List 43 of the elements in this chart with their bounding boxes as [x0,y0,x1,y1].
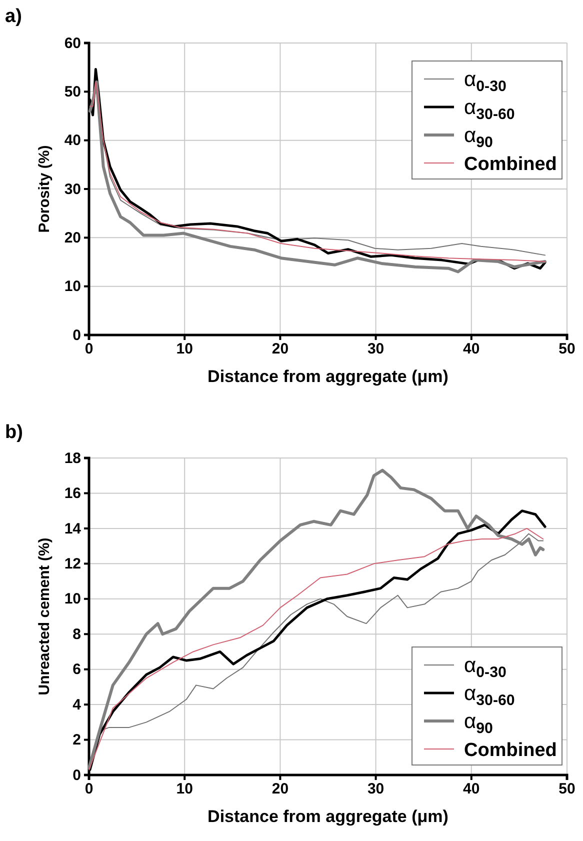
x-tick-label: 10 [176,340,193,358]
y-tick-label: 4 [72,696,82,714]
y-tick-label: 10 [64,278,81,296]
y-tick-label: 20 [64,229,81,246]
legend-label: α$_{0-30}$ [464,68,506,94]
y-axis-title: Unreacted cement (%) [36,538,53,696]
y-axis-title: Porosity (%) [36,145,53,233]
y-tick-label: 16 [64,485,81,502]
y-tick-label: 18 [64,450,81,467]
y-tick-label: 12 [64,555,81,572]
y-tick-label: 40 [64,132,81,150]
x-tick-label: 30 [367,340,384,358]
legend-label: α$_{90}$ [464,710,493,736]
chart-title: b) [5,422,23,443]
x-tick-label: 40 [463,780,480,798]
x-tick-label: 20 [272,780,289,798]
legend-label: Combined [464,740,557,761]
y-tick-label: 60 [64,34,81,52]
x-tick-label: 0 [84,340,94,358]
y-tick-label: 14 [64,520,82,538]
chart-title: a) [5,6,22,27]
x-axis-title: Distance from aggregate (μm) [208,367,448,386]
legend-label: α$_{30-60}$ [464,682,515,708]
x-tick-label: 50 [558,340,576,358]
legend-label: α$_{30-60}$ [464,96,515,122]
x-tick-label: 30 [367,780,384,798]
y-tick-label: 2 [72,732,81,749]
y-tick-label: 50 [64,83,81,100]
x-axis-title: Distance from aggregate (μm) [208,807,448,826]
x-tick-label: 20 [272,340,289,358]
y-tick-label: 0 [72,766,81,784]
y-tick-label: 8 [72,626,81,643]
legend-label: α$_{90}$ [464,124,493,150]
x-tick-label: 0 [84,780,94,798]
legend-label: α$_{0-30}$ [464,654,506,680]
y-tick-label: 0 [72,326,81,344]
y-tick-label: 30 [64,180,81,198]
legend-label: Combined [464,154,557,175]
y-tick-label: 6 [72,661,81,678]
x-tick-label: 10 [176,780,193,798]
y-tick-label: 10 [64,590,81,608]
x-tick-label: 50 [558,780,576,798]
x-tick-label: 40 [463,340,480,358]
